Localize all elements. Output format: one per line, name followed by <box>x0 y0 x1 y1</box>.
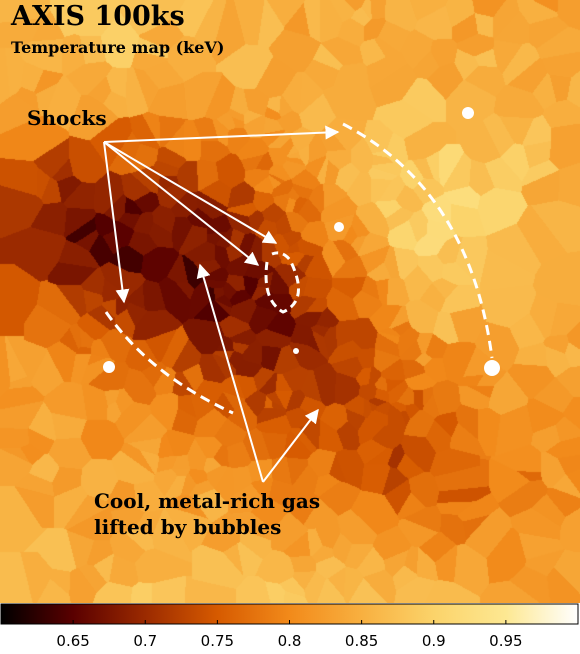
shock-front-left <box>104 311 234 415</box>
shock-front-outer <box>342 122 494 359</box>
white-spot <box>484 360 500 376</box>
figure-subtitle: Temperature map (keV) <box>11 38 225 57</box>
shock-front-inner <box>264 251 300 314</box>
colorbar-tick-label: 0.65 <box>56 632 89 650</box>
white-spot <box>103 361 115 373</box>
cool-gas-arrow-1 <box>196 263 264 483</box>
colorbar-tick-label: 0.9 <box>422 632 446 650</box>
shock-arrow-1 <box>103 125 340 143</box>
colorbar: 0.65 0.7 0.75 0.8 0.85 0.9 0.95 <box>0 603 580 654</box>
colorbar-ticks: 0.65 0.7 0.75 0.8 0.85 0.9 0.95 <box>56 620 523 650</box>
shock-arrow-3 <box>103 141 260 266</box>
colorbar-tick-label: 0.85 <box>345 632 378 650</box>
white-spot <box>462 107 474 119</box>
colorbar-tick-label: 0.7 <box>133 632 157 650</box>
white-spot <box>293 348 299 354</box>
colorbar-tick-label: 0.8 <box>278 632 302 650</box>
cool-gas-arrow-2 <box>262 408 319 483</box>
cool-gas-label-line2: lifted by bubbles <box>94 515 282 539</box>
colorbar-tick-label: 0.95 <box>489 632 522 650</box>
temperature-map-image <box>0 0 580 603</box>
shock-arrow-4 <box>103 141 130 304</box>
annotation-overlay <box>103 107 500 483</box>
cool-gas-label: Cool, metal-rich gas lifted by bubbles <box>94 488 320 540</box>
cool-gas-label-line1: Cool, metal-rich gas <box>94 489 321 513</box>
shock-arrow-2 <box>103 141 278 244</box>
figure-title: AXIS 100ks <box>11 1 185 32</box>
white-spot <box>334 222 344 232</box>
colorbar-svg: 0.65 0.7 0.75 0.8 0.85 0.9 0.95 <box>0 603 579 650</box>
colorbar-tick-label: 0.75 <box>201 632 234 650</box>
shocks-label: Shocks <box>27 106 107 130</box>
